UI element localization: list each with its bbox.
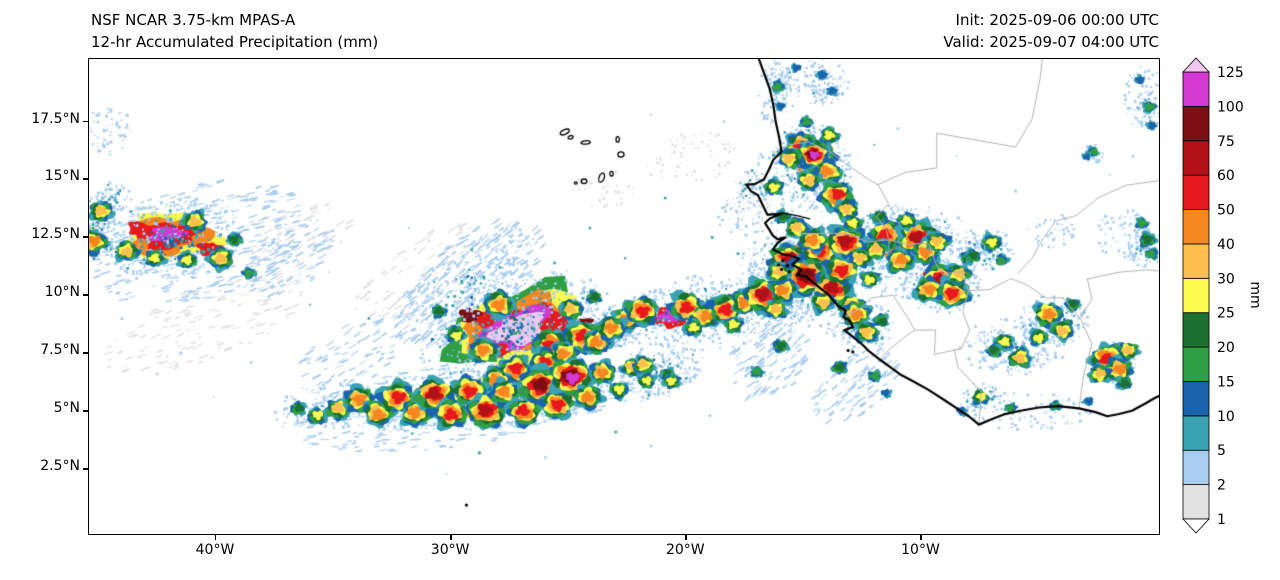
plot-time-block: Init: 2025-09-06 00:00 UTC Valid: 2025-0… (943, 9, 1159, 53)
x-tick-label: 10°W (901, 542, 940, 558)
colorbar-band (1182, 277, 1210, 314)
y-tick-label: 12.5°N (31, 226, 80, 243)
y-tick (83, 120, 88, 122)
precip-map-canvas (89, 59, 1159, 534)
x-tick-label: 30°W (430, 542, 470, 558)
colorbar-tick-label: 100 (1217, 99, 1244, 115)
colorbar-tick-label: 2 (1217, 478, 1226, 494)
init-time: Init: 2025-09-06 00:00 UTC (955, 11, 1159, 29)
colorbar-tick-label: 15 (1217, 374, 1235, 390)
y-tick (83, 468, 88, 470)
colorbar-tick-label: 1 (1217, 512, 1226, 528)
colorbar-band (1182, 312, 1210, 348)
y-tick (83, 178, 88, 180)
y-tick-label: 10°N (44, 284, 80, 301)
colorbar-tick-label: 50 (1217, 203, 1235, 219)
y-tick-label: 17.5°N (31, 110, 80, 127)
x-tick-label: 20°W (665, 542, 705, 558)
colorbar-tick-label: 30 (1217, 271, 1235, 287)
y-tick (83, 352, 88, 354)
colorbar-tick-label: 10 (1217, 409, 1235, 425)
colorbar-band (1182, 105, 1210, 142)
y-tick (83, 236, 88, 238)
colorbar-band (1182, 209, 1210, 245)
colorbar-tick-label: 25 (1217, 306, 1235, 322)
colorbar-title: mm (1247, 281, 1263, 309)
colorbar-tick-label: 5 (1217, 443, 1226, 459)
y-tick-label: 7.5°N (40, 342, 80, 359)
colorbar-band (1182, 71, 1210, 107)
x-tick-label: 40°W (195, 542, 235, 558)
colorbar-band (1182, 415, 1210, 451)
x-tick (920, 535, 922, 540)
x-tick (685, 535, 687, 540)
colorbar-tick-label: 20 (1217, 340, 1235, 356)
x-tick (214, 535, 217, 540)
x-tick (450, 535, 452, 540)
plot-title-block: NSF NCAR 3.75-km MPAS-A 12-hr Accumulate… (91, 9, 378, 53)
colorbar-band (1182, 140, 1210, 176)
model-name: NSF NCAR 3.75-km MPAS-A (91, 11, 296, 29)
colorbar-over-arrow (1182, 57, 1210, 73)
field-name: 12-hr Accumulated Precipitation (mm) (91, 33, 379, 51)
colorbar-under-arrow (1182, 518, 1210, 534)
colorbar-band (1182, 243, 1210, 279)
y-tick-label: 5°N (53, 400, 80, 417)
colorbar-band (1182, 381, 1210, 417)
colorbar-band (1182, 174, 1210, 210)
colorbar-band (1182, 346, 1210, 382)
colorbar-band (1182, 449, 1210, 486)
colorbar-band (1182, 484, 1210, 520)
colorbar-tick-label: 40 (1217, 237, 1235, 253)
valid-time: Valid: 2025-09-07 04:00 UTC (943, 33, 1159, 51)
y-tick-label: 15°N (44, 168, 80, 185)
map-axes (88, 58, 1160, 535)
y-tick (83, 410, 88, 412)
y-tick (83, 294, 88, 296)
colorbar-tick-label: 125 (1217, 65, 1244, 81)
y-tick-label: 2.5°N (40, 458, 80, 475)
colorbar-tick-label: 75 (1217, 134, 1235, 150)
colorbar-tick-label: 60 (1217, 168, 1235, 184)
